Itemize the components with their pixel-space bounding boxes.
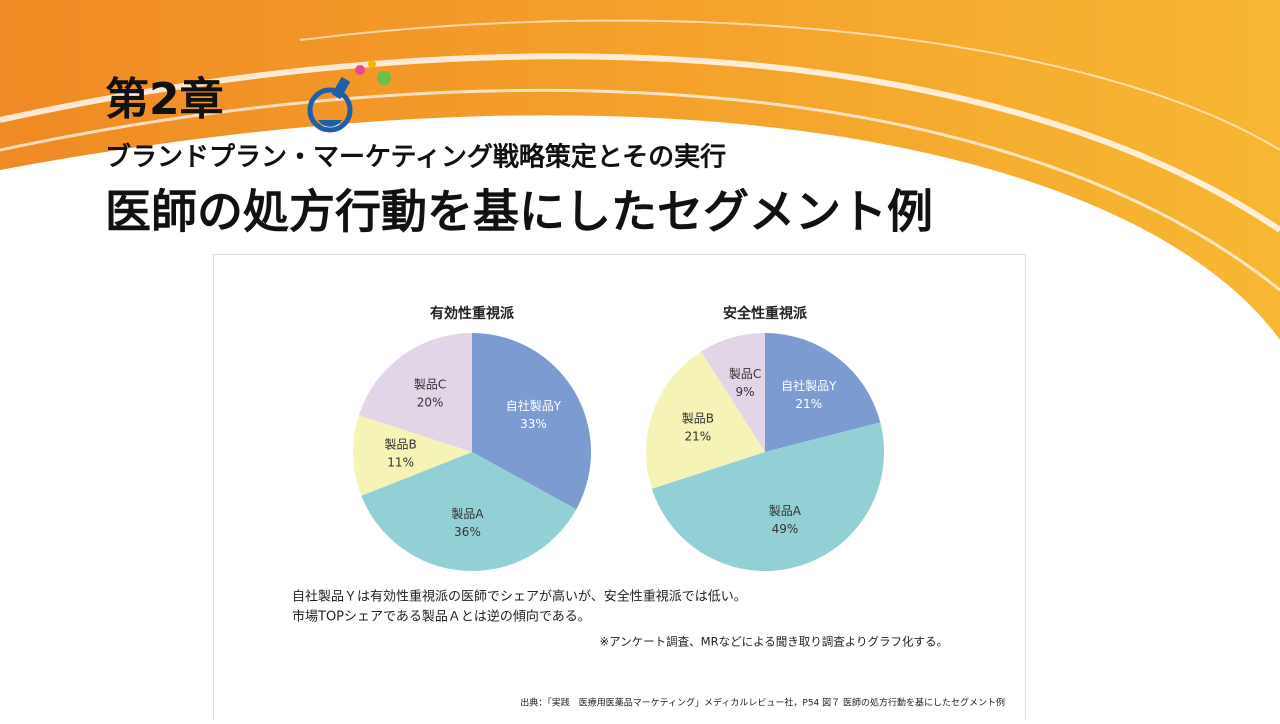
chart-title: 安全性重視派 (723, 305, 808, 322)
slice-label: 製品C (414, 378, 446, 392)
figure-frame (213, 254, 1026, 724)
subtitle: ブランドプラン・マーケティング戦略策定とその実行 (105, 142, 726, 173)
slice-value: 20% (417, 396, 444, 410)
slice-value: 36% (454, 525, 481, 539)
summary-line: 市場TOPシェアである製品Ａとは逆の傾向である。 (292, 609, 591, 625)
swoosh-line (299, 19, 1280, 151)
slice-value: 49% (772, 522, 799, 536)
swoosh-line (0, 53, 1280, 233)
slice-label: 製品A (451, 507, 484, 521)
slice-value: 9% (736, 385, 755, 399)
slice-label: 自社製品Y (781, 378, 837, 393)
footnote: ※アンケート調査、MRなどによる聞き取り調査よりグラフ化する。 (599, 635, 948, 649)
slice-value: 33% (520, 417, 547, 431)
slice-label: 製品A (769, 504, 802, 518)
slice-label: 製品B (682, 411, 714, 425)
summary-line: 自社製品Ｙは有効性重視派の医師でシェアが高いが、安全性重視派では低い。 (292, 589, 747, 605)
background-swoosh (0, 0, 1280, 340)
pie-slice (353, 415, 472, 496)
pie-slice (358, 333, 472, 452)
slice-value: 11% (387, 456, 414, 470)
slice-value: 21% (795, 397, 822, 411)
slice-label: 自社製品Y (506, 398, 562, 413)
slice-value: 21% (684, 429, 711, 443)
title: 医師の処方行動を基にしたセグメント例 (105, 185, 933, 239)
chapter: 第2章 (105, 74, 224, 125)
pie-slice (765, 333, 881, 452)
flask-icon (307, 60, 391, 133)
pie-slice (361, 452, 577, 572)
pie-slice (645, 351, 765, 489)
swoosh-line (0, 88, 1280, 292)
slice-label: 製品C (729, 367, 761, 381)
pie-slice (701, 333, 765, 452)
source: 出典：「実践 医療用医薬品マーケティング」メディカルレビュー社，P54 図７ 医… (520, 697, 1005, 709)
slice-label: 製品B (385, 438, 417, 452)
chart-title: 有効性重視派 (430, 305, 515, 322)
pie-slice (472, 333, 591, 510)
pie-slice (651, 422, 885, 572)
